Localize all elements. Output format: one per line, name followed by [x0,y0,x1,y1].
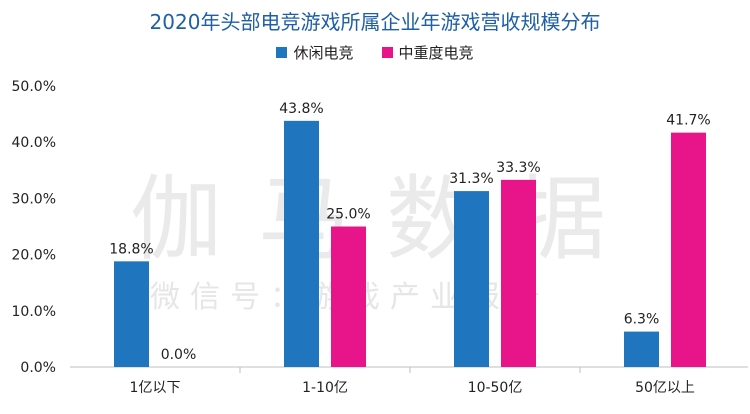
data-label: 33.3% [496,160,540,176]
data-label: 31.3% [449,171,493,187]
data-label: 0.0% [161,347,197,363]
x-tick-label: 1亿以下 [130,380,181,396]
bar-series1 [624,331,659,367]
bar-series2 [501,179,536,367]
legend: 休闲电竞 中重度电竞 [0,42,750,63]
bar-series2 [331,226,366,367]
data-label: 41.7% [666,113,710,129]
data-label: 18.8% [109,241,153,257]
y-tick-label: 40.0% [12,135,56,151]
x-tick-label: 10-50亿 [468,380,523,396]
bar-series1 [454,191,489,367]
chart-title: 2020年头部电竞游戏所属企业年游戏营收规模分布 [149,10,601,34]
data-label: 43.8% [279,101,323,117]
y-tick-label: 20.0% [12,248,56,264]
legend-item-series1: 休闲电竞 [276,42,354,63]
y-tick-label: 50.0% [12,79,56,95]
y-tick-label: 0.0% [20,360,56,376]
bar-series2 [671,132,706,367]
y-tick-label: 10.0% [12,304,56,320]
x-tick-label: 50亿以上 [635,380,695,396]
data-label: 25.0% [326,207,370,223]
legend-label-series2: 中重度电竞 [398,44,474,62]
x-tick-label: 1-10亿 [302,380,348,396]
legend-label-series1: 休闲电竞 [293,44,354,62]
legend-swatch-series2 [381,47,393,58]
bar-series1 [114,261,149,367]
data-label: 6.3% [624,312,660,328]
legend-item-series2: 中重度电竞 [381,42,474,63]
legend-swatch-series1 [276,47,288,58]
bar-series1 [284,120,319,368]
y-tick-label: 30.0% [12,191,56,207]
